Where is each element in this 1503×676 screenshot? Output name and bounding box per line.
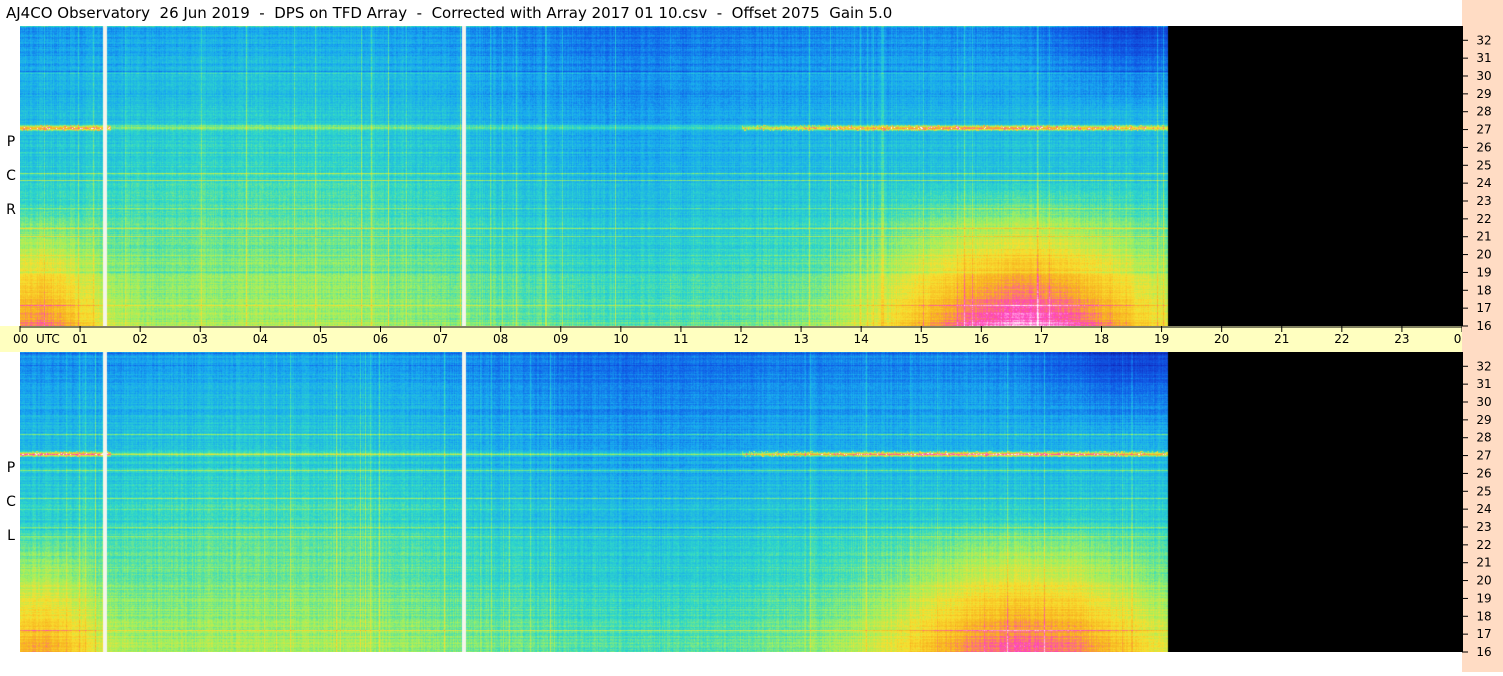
time-tick-label: 22 (1334, 332, 1349, 346)
frequency-axis-bar: 32 31 30 29 28 27 26 25 24 23 22 21 20 19 18 17 16 32 31 30… (1462, 0, 1503, 672)
pol-letter-bottom-1: P (6, 460, 16, 476)
chart-title: AJ4CO Observatory 26 Jun 2019 - DPS on T… (6, 4, 893, 22)
frequency-tick-label: 23 (1476, 520, 1491, 534)
time-tick-label: 13 (793, 332, 808, 346)
title-bar: AJ4CO Observatory 26 Jun 2019 - DPS on T… (0, 0, 1462, 26)
utc-time-axis: 00 01 02 03 04 05 06 07 08 09 10 11 12 13 14 15 16 17 18 19… (0, 326, 1496, 352)
frequency-tick-label: 20 (1476, 248, 1491, 262)
frequency-tick-label: 17 (1476, 301, 1491, 315)
rcp-spectrogram-canvas (20, 26, 1462, 326)
frequency-tick-label: 24 (1476, 176, 1491, 190)
frequency-tick-label: 31 (1476, 377, 1491, 391)
time-tick-label: 18 (1094, 332, 1109, 346)
frequency-tick-label: 18 (1476, 283, 1491, 297)
frequency-tick-label: 19 (1476, 265, 1491, 279)
time-tick-label: 21 (1274, 332, 1289, 346)
frequency-tick-label: 18 (1476, 609, 1491, 623)
frequency-tick-label: 21 (1476, 556, 1491, 570)
frequency-tick-label: 27 (1476, 449, 1491, 463)
frequency-tick-label: 16 (1476, 319, 1491, 333)
rcp-spectrogram (20, 26, 1462, 326)
time-tick-label: 14 (854, 332, 869, 346)
frequency-tick-label: 19 (1476, 591, 1491, 605)
frequency-tick-label: 26 (1476, 140, 1491, 154)
frequency-tick-label: 29 (1476, 87, 1491, 101)
frequency-tick-label: 26 (1476, 466, 1491, 480)
time-axis-label: UTC (36, 332, 60, 346)
time-tick-label: 03 (193, 332, 208, 346)
frequency-axis-svg: 32 31 30 29 28 27 26 25 24 23 22 21 20 19 18 17 16 32 31 30… (1462, 26, 1492, 659)
frequency-tick-label: 17 (1476, 627, 1491, 641)
pol-letter-top-1: P (6, 134, 16, 150)
frequency-tick-label: 21 (1476, 230, 1491, 244)
time-tick-label: 02 (133, 332, 148, 346)
time-tick-label: 08 (493, 332, 508, 346)
time-tick-label: 00 (1454, 332, 1462, 346)
frequency-tick-label: 22 (1476, 212, 1491, 226)
frequency-tick-label: 30 (1476, 395, 1491, 409)
time-tick-label: 07 (433, 332, 448, 346)
time-tick-label: 12 (733, 332, 748, 346)
time-tick-label: 20 (1214, 332, 1229, 346)
time-tick-label: 16 (974, 332, 989, 346)
lcp-spectrogram-canvas (20, 352, 1462, 652)
frequency-tick-label: 24 (1476, 502, 1491, 516)
time-tick-label: 05 (313, 332, 328, 346)
frequency-tick-label: 25 (1476, 158, 1491, 172)
lcp-spectrogram (20, 352, 1462, 652)
frequency-tick-label: 31 (1476, 51, 1491, 65)
time-tick-label: 06 (373, 332, 388, 346)
pol-letter-top-2: C (6, 168, 16, 184)
pol-letter-top-3: R (6, 202, 16, 218)
time-tick-label: 15 (914, 332, 929, 346)
time-tick-label: 01 (72, 332, 87, 346)
frequency-tick-label: 30 (1476, 69, 1491, 83)
frequency-tick-label: 20 (1476, 574, 1491, 588)
frequency-tick-label: 27 (1476, 123, 1491, 137)
time-tick-label: 23 (1394, 332, 1409, 346)
time-tick-label: 10 (613, 332, 628, 346)
frequency-tick-label: 25 (1476, 484, 1491, 498)
time-tick-label: 09 (553, 332, 568, 346)
frequency-tick-label: 28 (1476, 431, 1491, 445)
frequency-tick-label: 28 (1476, 105, 1491, 119)
frequency-tick-label: 16 (1476, 645, 1491, 659)
time-tick-label: 00 (13, 332, 28, 346)
frequency-tick-label: 32 (1476, 33, 1491, 47)
frequency-tick-label: 29 (1476, 413, 1491, 427)
frequency-tick-label: 22 (1476, 538, 1491, 552)
time-tick-label: 11 (673, 332, 688, 346)
time-tick-label: 04 (253, 332, 268, 346)
time-tick-label: 17 (1034, 332, 1049, 346)
pol-letter-bottom-2: C (6, 494, 16, 510)
frequency-tick-label: 32 (1476, 359, 1491, 373)
utc-time-axis-svg: 00 01 02 03 04 05 06 07 08 09 10 11 12 13 14 15 16 17 18 19… (13, 326, 1496, 346)
pol-letter-bottom-3: L (7, 528, 15, 544)
frequency-tick-label: 23 (1476, 194, 1491, 208)
time-tick-label: 19 (1154, 332, 1169, 346)
